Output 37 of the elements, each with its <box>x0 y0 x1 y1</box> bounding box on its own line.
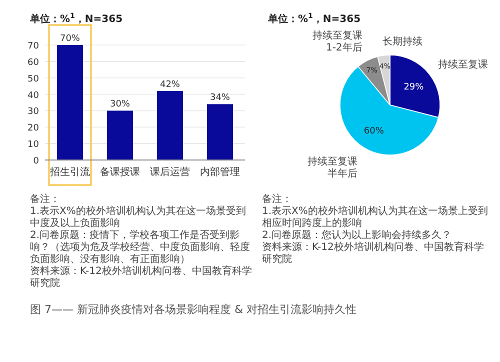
bar <box>157 91 183 160</box>
y-tick-label: 20 <box>28 124 40 134</box>
data-label: 30% <box>110 100 130 110</box>
y-tick-label: 40 <box>28 90 40 101</box>
slice-label: 持续至复课半年后 <box>307 156 358 180</box>
text: 备注： <box>262 194 293 206</box>
text: 2.问卷原题：疫情下，学校各项工作是否受到影响？（选项为危及学校经营、中度负面影响、轻度负面影响、没有影响、有正面影响） <box>30 230 251 266</box>
bar <box>57 45 83 160</box>
slice-label: 持续至复课 <box>438 58 488 71</box>
y-tick-label: 10 <box>28 140 40 150</box>
data-label: 42% <box>160 80 180 90</box>
x-tick-label: 招生引流 <box>49 166 90 178</box>
data-label: 29% <box>404 82 424 93</box>
y-tick-label: 60 <box>28 58 40 68</box>
data-label: 34% <box>210 93 230 104</box>
slice-label: 长期持续 <box>382 35 422 48</box>
caption: 图 7—— 新冠肺炎疫情对各场景影响程度 & 对招生引流影响持久性 <box>30 302 358 317</box>
text: 资料来源：K-12校外培训机构问卷、中国教育科学研究院 <box>30 266 253 290</box>
y-tick-label: 50 <box>28 74 40 84</box>
x-tick-label: 课后运营 <box>150 166 190 178</box>
y-tick-label: 70 <box>28 42 40 52</box>
text: 备注： <box>30 194 61 206</box>
bar <box>207 104 233 160</box>
x-tick-label: 内部管理 <box>200 166 240 178</box>
chart-title: 单位：%$^{1}$，N=365 <box>29 12 123 25</box>
x-tick-label: 备课授课 <box>100 166 140 178</box>
y-tick-label: 30 <box>28 107 40 118</box>
y-tick-label: 0 <box>33 156 40 166</box>
chart-title: 单位：%$^{1}$，N=365 <box>267 12 361 25</box>
data-label: 70% <box>60 34 80 44</box>
slice-label: 持续至复课1-2年后 <box>312 30 362 54</box>
bar <box>107 110 133 160</box>
text: 1.表示X%的校外培训机构认为其在这一场景受到中度及以上负面影响 <box>30 206 247 230</box>
text: 1.表示X%的校外培训机构认为其在这一场景上受到相应时间跨度上的影响 <box>262 206 489 230</box>
text: 2.问卷原题：您认为以上影响会持续多久？ <box>262 230 453 242</box>
data-label: 60% <box>364 126 384 136</box>
text: 资料来源：K-12校外培训机构问卷、中国教育科学研究院 <box>262 242 485 266</box>
